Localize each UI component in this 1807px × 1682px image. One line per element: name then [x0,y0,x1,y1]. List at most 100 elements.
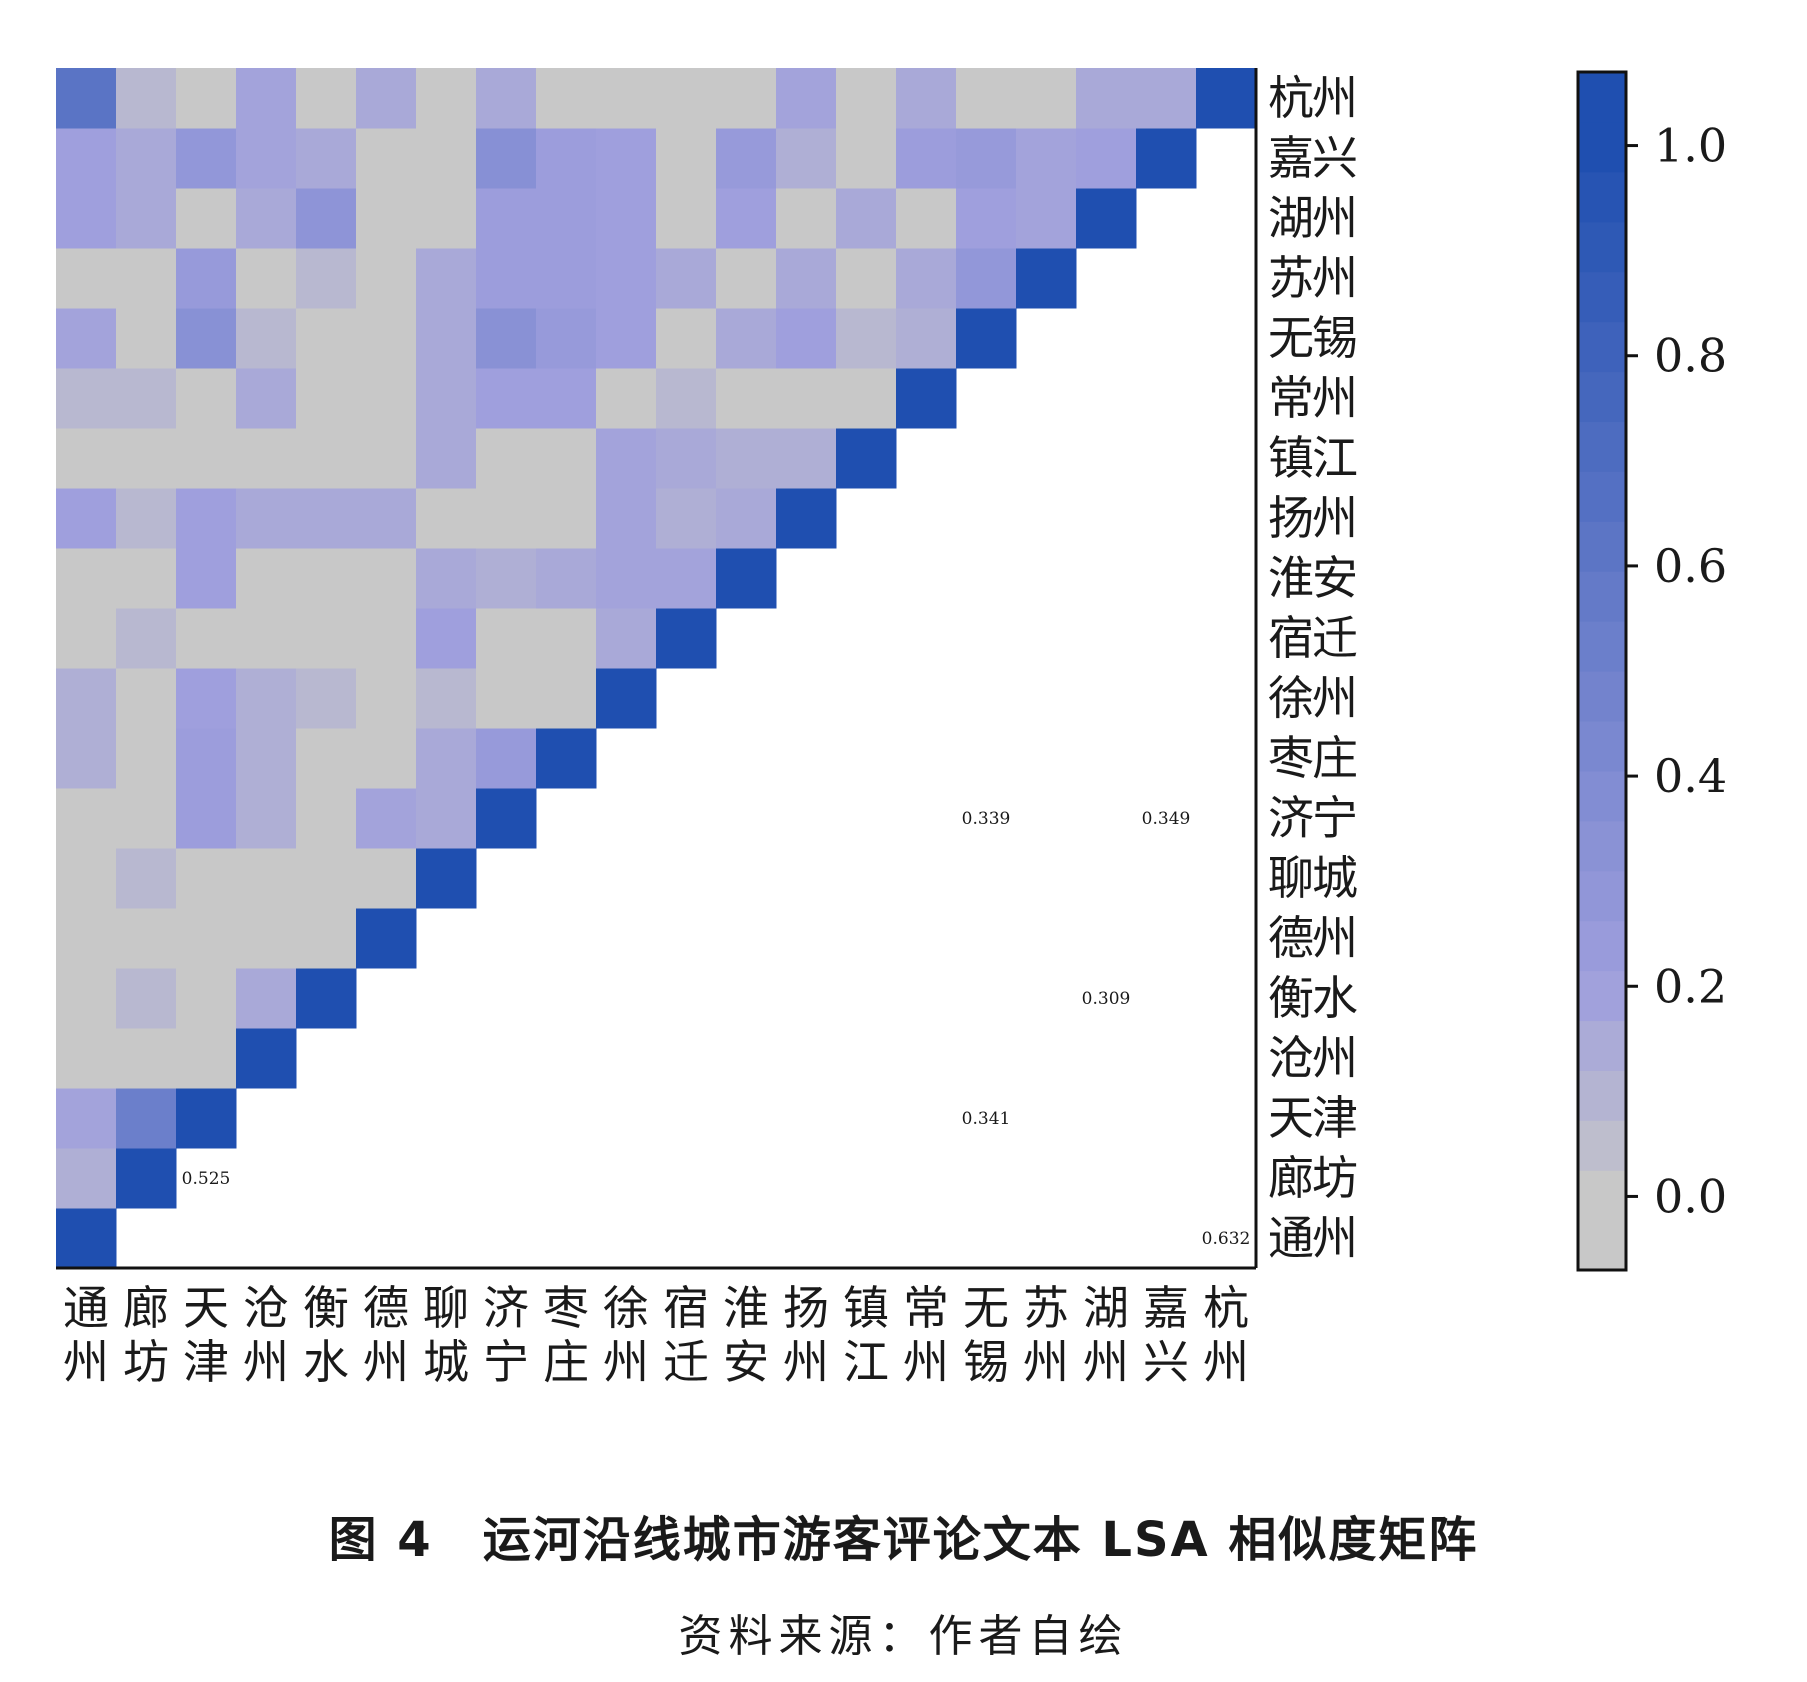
colorbar: 0.0 0.2 0.4 0.6 0.8 1.0 [1576,70,1727,1272]
heatmap-cell-天津-天津 [176,1088,237,1149]
heatmap-cell-嘉兴-通州 [56,128,117,189]
heatmap-cell-苏州-淮安 [716,248,777,309]
cell-annotation: 0.341 [962,1109,1011,1129]
colorbar-segment [1578,820,1626,872]
heatmap-cell-扬州-济宁 [476,488,537,549]
heatmap-cell-湖州-济宁 [476,188,537,249]
heatmap-cell-宿迁-衡水 [296,608,357,669]
heatmap-cell-湖州-沧州 [236,188,297,249]
heatmap-cell-扬州-宿迁 [656,488,717,549]
heatmap-cells [56,68,1257,1269]
heatmap-cell-嘉兴-沧州 [236,128,297,189]
heatmap-cell-苏州-聊城 [416,248,477,309]
y-tick-label: 镇江 [1268,431,1357,485]
heatmap-cell-无锡-扬州 [776,308,837,369]
heatmap-cell-枣庄-聊城 [416,728,477,789]
heatmap-cell-镇江-沧州 [236,428,297,489]
heatmap-cell-嘉兴-德州 [356,128,417,189]
heatmap-cell-沧州-通州 [56,1028,117,1089]
y-tick-label: 枣庄 [1268,731,1356,785]
heatmap-cell-苏州-沧州 [236,248,297,309]
colorbar-tick-label: 0.4 [1654,749,1727,803]
colorbar-segment [1578,870,1626,922]
heatmap-cell-廊坊-通州 [56,1148,117,1209]
heatmap-cell-天津-廊坊 [116,1088,177,1149]
heatmap-cell-杭州-聊城 [416,68,477,129]
heatmap-cell-廊坊-廊坊 [116,1148,177,1209]
cell-annotation: 0.349 [1142,809,1191,829]
heatmap-cell-济宁-廊坊 [116,788,177,849]
x-tick-label: 苏州 [1023,1281,1069,1389]
y-tick-label: 苏州 [1268,251,1356,305]
heatmap-cell-镇江-枣庄 [536,428,597,489]
heatmap-cell-宿迁-济宁 [476,608,537,669]
heatmap-cell-扬州-枣庄 [536,488,597,549]
heatmap-cell-宿迁-廊坊 [116,608,177,669]
heatmap-cell-常州-济宁 [476,368,537,429]
heatmap-cell-淮安-天津 [176,548,237,609]
heatmap-cell-苏州-宿迁 [656,248,717,309]
heatmap-cell-聊城-天津 [176,848,237,909]
heatmap-cell-宿迁-通州 [56,608,117,669]
heatmap-cell-枣庄-廊坊 [116,728,177,789]
heatmap-cell-杭州-镇江 [836,68,897,129]
heatmap-cell-杭州-天津 [176,68,237,129]
heatmap-cell-湖州-常州 [896,188,957,249]
heatmap-cell-常州-淮安 [716,368,777,429]
heatmap-cell-镇江-廊坊 [116,428,177,489]
y-tick-label: 聊城 [1268,851,1357,905]
heatmap-cell-徐州-衡水 [296,668,357,729]
heatmap-cell-镇江-聊城 [416,428,477,489]
heatmap-cell-苏州-常州 [896,248,957,309]
heatmap-cell-湖州-通州 [56,188,117,249]
heatmap-cell-无锡-枣庄 [536,308,597,369]
x-tick-label: 杭州 [1203,1281,1249,1389]
heatmap-cell-沧州-天津 [176,1028,237,1089]
heatmap-cell-淮安-沧州 [236,548,297,609]
x-tick-label: 无锡 [963,1281,1009,1389]
heatmap-cell-杭州-枣庄 [536,68,597,129]
colorbar-segment [1578,421,1626,472]
heatmap-cell-嘉兴-扬州 [776,128,837,189]
heatmap-cell-湖州-廊坊 [116,188,177,249]
heatmap-cell-宿迁-聊城 [416,608,477,669]
heatmap-cell-枣庄-天津 [176,728,237,789]
heatmap-cell-常州-宿迁 [656,368,717,429]
colorbar-segment [1578,671,1626,722]
y-tick-label: 扬州 [1268,491,1356,545]
x-tick-label: 聊城 [423,1281,469,1389]
heatmap-cell-淮安-廊坊 [116,548,177,609]
colorbar-segment [1578,920,1626,972]
colorbar-tick-label: 1.0 [1654,119,1727,173]
heatmap-cell-徐州-沧州 [236,668,297,729]
heatmap-cell-淮安-通州 [56,548,117,609]
heatmap-cell-淮安-淮安 [716,548,777,609]
heatmap-cell-湖州-德州 [356,188,417,249]
heatmap-cell-淮安-聊城 [416,548,477,609]
colorbar-segment [1578,121,1626,173]
heatmap-cell-扬州-通州 [56,488,117,549]
colorbar-segment [1578,471,1626,522]
heatmap-cell-嘉兴-无锡 [956,128,1017,189]
cell-annotation: 0.309 [1082,989,1131,1009]
heatmap-cell-镇江-天津 [176,428,237,489]
heatmap-cell-枣庄-沧州 [236,728,297,789]
heatmap-cell-无锡-济宁 [476,308,537,369]
y-tick-label: 沧州 [1268,1031,1356,1085]
heatmap-cell-常州-枣庄 [536,368,597,429]
heatmap-cell-杭州-宿迁 [656,68,717,129]
x-tick-label: 扬州 [783,1281,829,1389]
x-tick-label: 衡水 [303,1281,349,1389]
heatmap-cell-扬州-徐州 [596,488,657,549]
heatmap-cell-杭州-湖州 [1076,68,1137,129]
heatmap-cell-湖州-扬州 [776,188,837,249]
x-tick-label: 徐州 [603,1281,649,1389]
heatmap-cell-苏州-扬州 [776,248,837,309]
heatmap-cell-常州-天津 [176,368,237,429]
heatmap-cell-嘉兴-枣庄 [536,128,597,189]
colorbar-frame [1576,70,1628,1272]
heatmap-cell-济宁-通州 [56,788,117,849]
heatmap-cell-镇江-衡水 [296,428,357,489]
y-tick-label: 常州 [1268,371,1356,425]
heatmap-cell-徐州-廊坊 [116,668,177,729]
